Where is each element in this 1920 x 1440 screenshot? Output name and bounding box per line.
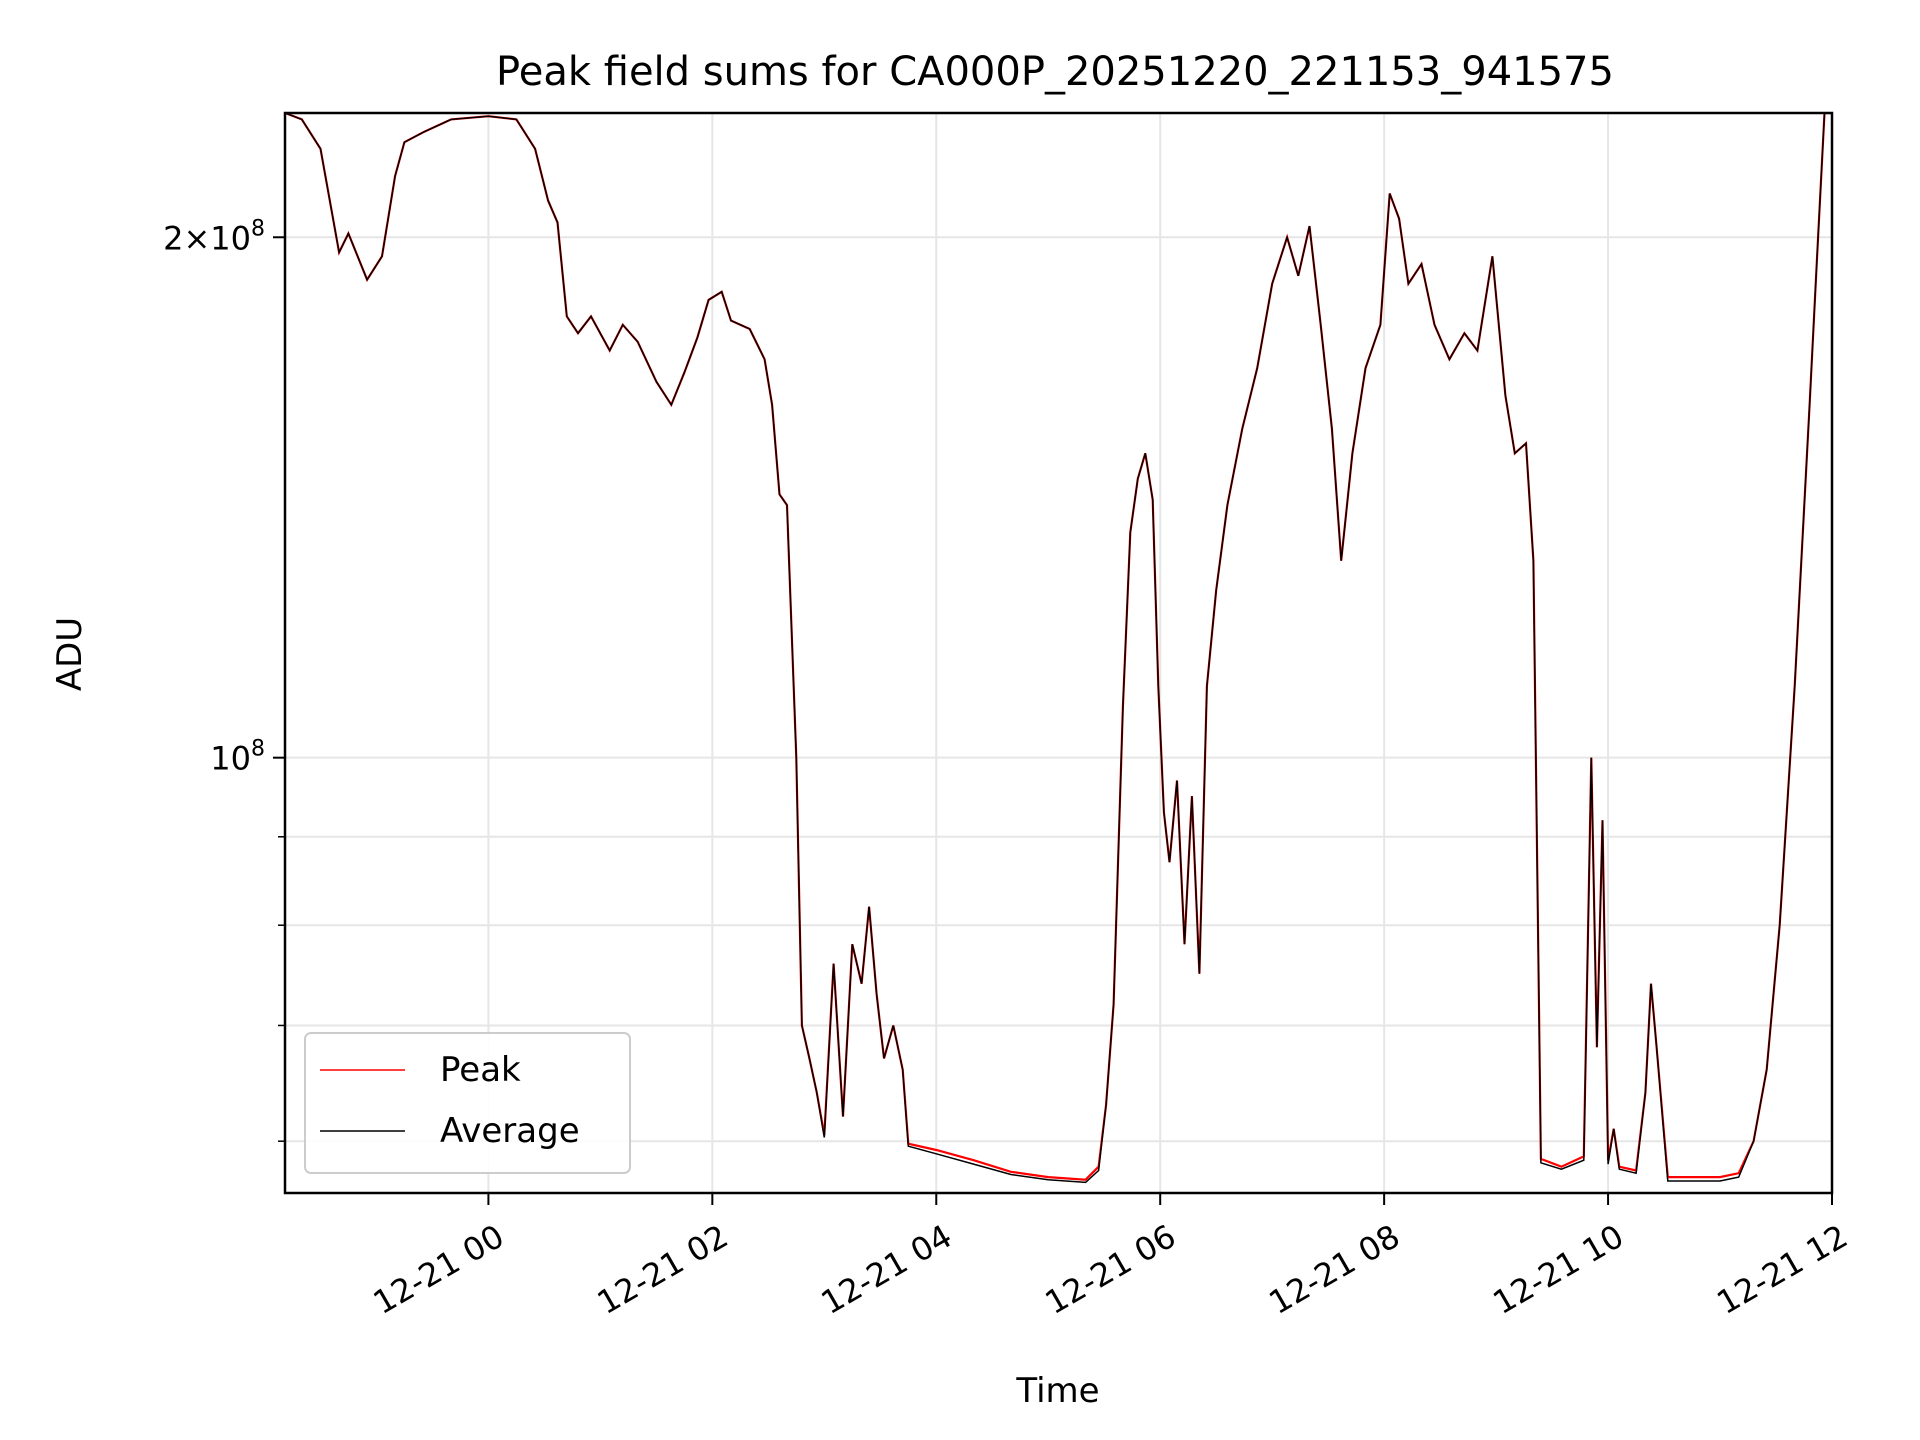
x-tick-label: 12-21 06 xyxy=(1039,1217,1183,1322)
legend: Peak Average xyxy=(304,1032,631,1174)
y-tick-label: 108 xyxy=(210,737,265,778)
x-axis-ticks: 12-21 00 12-21 02 12-21 04 12-21 06 12-21 08… xyxy=(367,1193,1854,1322)
legend-label-average: Average xyxy=(440,1111,580,1151)
series-line-peak xyxy=(285,113,1832,1181)
y-tick-label: 2×108 xyxy=(163,216,265,257)
x-tick-label: 12-21 12 xyxy=(1710,1217,1854,1322)
chart-title: Peak field sums for CA000P_20251220_2211… xyxy=(496,49,1614,95)
x-axis-label: Time xyxy=(1015,1371,1099,1411)
series-line-average xyxy=(285,113,1832,1184)
plot-area xyxy=(285,113,1832,1184)
plot-frame xyxy=(283,111,1834,1195)
grid-lines xyxy=(285,113,1833,1193)
x-tick-label: 12-21 00 xyxy=(367,1217,511,1322)
y-axis-label: ADU xyxy=(50,617,90,691)
y-axis-ticks: 108 2×108 xyxy=(163,216,285,1142)
x-tick-label: 12-21 08 xyxy=(1263,1217,1407,1322)
x-tick-label: 12-21 02 xyxy=(591,1217,735,1322)
x-tick-label: 12-21 04 xyxy=(815,1217,959,1322)
legend-box xyxy=(304,1032,631,1174)
legend-label-peak: Peak xyxy=(440,1050,521,1090)
x-tick-label: 12-21 10 xyxy=(1486,1217,1630,1322)
